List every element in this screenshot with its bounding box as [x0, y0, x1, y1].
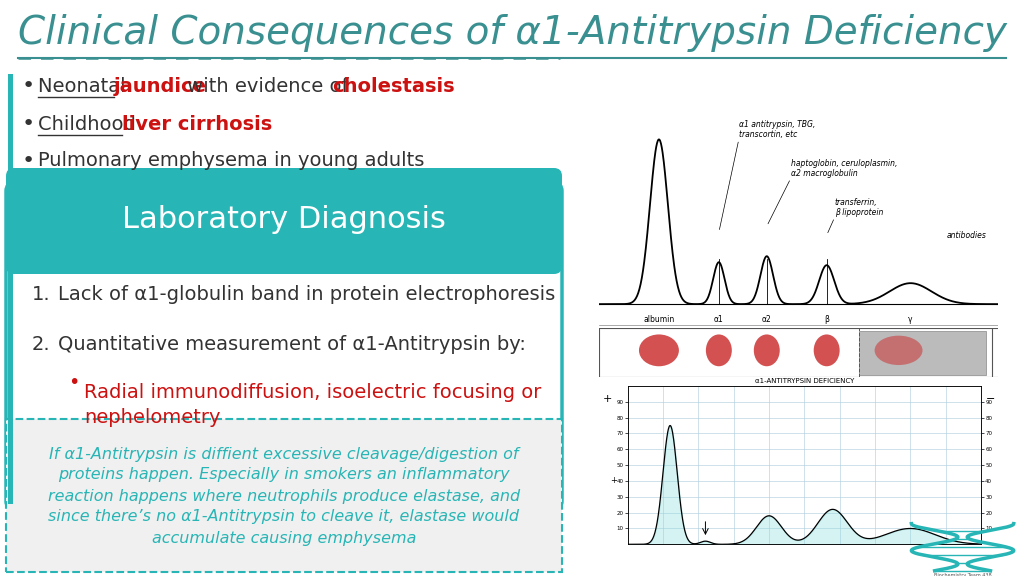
FancyBboxPatch shape [6, 183, 562, 509]
Text: albumin: albumin [643, 314, 675, 324]
Text: +: + [602, 395, 611, 404]
Ellipse shape [874, 336, 923, 365]
Text: Lack of α1-globulin band in protein electrophoresis: Lack of α1-globulin band in protein elec… [58, 285, 555, 304]
Text: Clinical Consequences of α1-Antitrypsin Deficiency: Clinical Consequences of α1-Antitrypsin … [18, 14, 1007, 52]
Text: transferrin,
β lipoprotein: transferrin, β lipoprotein [835, 198, 883, 217]
Text: Childhood: Childhood [38, 115, 142, 134]
FancyBboxPatch shape [6, 168, 562, 274]
Bar [858, 331, 986, 375]
Text: Pulmonary emphysema in young adults: Pulmonary emphysema in young adults [38, 151, 424, 170]
Text: liver cirrhosis: liver cirrhosis [122, 115, 272, 134]
Ellipse shape [754, 335, 779, 366]
Text: jaundice: jaundice [114, 77, 207, 96]
Text: •: • [22, 114, 35, 134]
Bar [14, 236, 554, 266]
Text: •: • [22, 151, 35, 171]
Text: β: β [824, 314, 829, 324]
FancyBboxPatch shape [6, 419, 562, 572]
Title: α1-ANTITRYPSIN DEFICIENCY: α1-ANTITRYPSIN DEFICIENCY [755, 378, 854, 384]
Ellipse shape [814, 335, 840, 366]
Text: α1 antitrypsin, TBG,
transcortin, etc: α1 antitrypsin, TBG, transcortin, etc [739, 120, 815, 139]
Text: •: • [22, 76, 35, 96]
Text: α1: α1 [714, 314, 724, 324]
Text: Radial immunodiffusion, isoelectric focusing or
nephelometry: Radial immunodiffusion, isoelectric focu… [84, 383, 542, 427]
Text: γ: γ [908, 314, 912, 324]
Text: If α1-Antitrypsin is diffient excessive cleavage/digestion of
proteins happen. E: If α1-Antitrypsin is diffient excessive … [48, 446, 520, 545]
Ellipse shape [706, 335, 732, 366]
Text: α2: α2 [762, 314, 772, 324]
Text: •: • [68, 373, 80, 392]
Text: 1.: 1. [32, 285, 50, 304]
Text: Quantitative measurement of α1-Antitrypsin by:: Quantitative measurement of α1-Antitryps… [58, 335, 526, 354]
Bar [8, 74, 13, 504]
Text: haptoglobin, ceruloplasmin,
α2 macroglobulin: haptoglobin, ceruloplasmin, α2 macroglob… [791, 159, 897, 179]
Text: cholestasis: cholestasis [332, 77, 455, 96]
Text: 2.: 2. [32, 335, 50, 354]
Text: −: − [986, 395, 995, 404]
Text: Laboratory Diagnosis: Laboratory Diagnosis [122, 204, 445, 233]
Text: Neonatal: Neonatal [38, 77, 132, 96]
Text: +: + [610, 476, 617, 486]
Ellipse shape [639, 335, 679, 366]
Text: with evidence of: with evidence of [181, 77, 354, 96]
Text: antibodies: antibodies [946, 231, 986, 240]
Text: origin: origin [849, 395, 868, 400]
Text: Biochemistry Team 438: Biochemistry Team 438 [934, 573, 991, 576]
